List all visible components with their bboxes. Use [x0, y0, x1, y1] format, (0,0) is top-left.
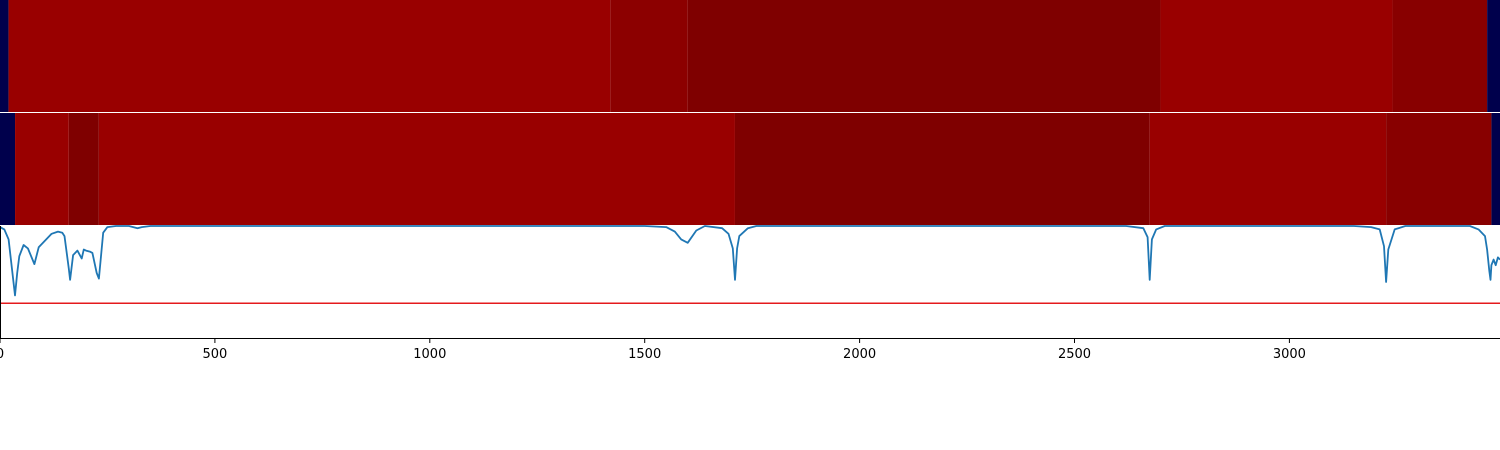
line-panel — [0, 225, 1500, 338]
x-tick-label: 2000 — [843, 347, 876, 362]
heatmap-rows — [0, 0, 1500, 225]
x-tick-label: 0 — [0, 347, 4, 362]
x-tick-label: 3000 — [1273, 347, 1306, 362]
series-line — [0, 225, 1500, 297]
x-tick-label: 2500 — [1058, 347, 1091, 362]
x-tick-label: 500 — [202, 347, 227, 362]
heatmap-row-1-segment-6 — [1392, 0, 1488, 112]
heatmap-row-2-segment-3 — [68, 113, 99, 225]
heatmap-row-2-segment-6 — [1149, 113, 1387, 225]
heatmap-row-1-segment-2 — [8, 0, 611, 112]
heatmap-row-2-segment-5 — [734, 113, 1150, 225]
line-panel-background — [0, 226, 1500, 338]
heatmap-row-2-segment-8 — [1491, 113, 1500, 225]
heatmap-row-2-segment-4 — [98, 113, 735, 225]
heatmap-row-1-segment-5 — [1160, 0, 1393, 112]
heatmap-row-1-segment-7 — [1487, 0, 1500, 112]
heatmap-row-2-segment-2 — [15, 113, 69, 225]
heatmap-row-1-segment-1 — [0, 0, 9, 112]
x-axis: 0 500 1000 1500 2000 2500 3000 — [0, 338, 1500, 362]
heatmap-row-1-segment-3 — [610, 0, 688, 112]
heatmap-row-1-segment-4 — [687, 0, 1161, 112]
heatmap-row-2-segment-7 — [1386, 113, 1492, 225]
x-tick-label: 1000 — [413, 347, 446, 362]
heatmap-row-2-segment-1 — [0, 113, 16, 225]
x-tick-label: 1500 — [628, 347, 661, 362]
